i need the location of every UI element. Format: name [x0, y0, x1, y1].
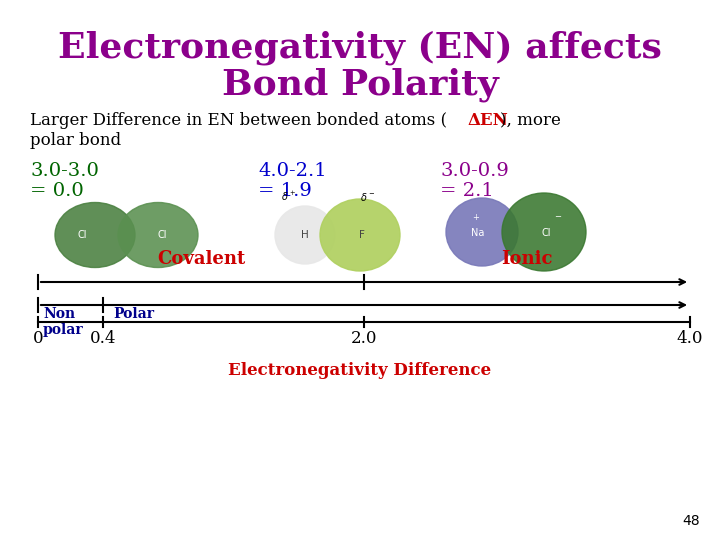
Text: Cl: Cl	[77, 230, 86, 240]
Text: H: H	[301, 230, 309, 240]
Text: 0: 0	[32, 330, 43, 347]
Ellipse shape	[118, 202, 198, 267]
Text: 48: 48	[683, 514, 700, 528]
Ellipse shape	[275, 206, 335, 264]
Text: Larger Difference in EN between bonded atoms (: Larger Difference in EN between bonded a…	[30, 112, 447, 129]
Text: 3.0-3.0: 3.0-3.0	[30, 162, 99, 180]
Text: $\delta^-$: $\delta^-$	[361, 191, 376, 203]
Text: Cl: Cl	[541, 228, 551, 238]
Text: 4.0-2.1: 4.0-2.1	[258, 162, 327, 180]
Text: Non
polar: Non polar	[43, 307, 84, 337]
Ellipse shape	[446, 198, 518, 266]
Text: = 1.9: = 1.9	[258, 182, 312, 200]
Text: $\delta^+$: $\delta^+$	[281, 190, 295, 203]
Text: Electronegativity (EN) affects: Electronegativity (EN) affects	[58, 30, 662, 65]
Text: polar bond: polar bond	[30, 132, 121, 149]
Text: 2.0: 2.0	[351, 330, 377, 347]
Text: Bond Polarity: Bond Polarity	[222, 68, 498, 103]
Text: ), more: ), more	[500, 112, 561, 129]
Text: Covalent: Covalent	[157, 250, 245, 268]
Ellipse shape	[320, 199, 400, 271]
Ellipse shape	[55, 202, 135, 267]
Text: Electronegativity Difference: Electronegativity Difference	[228, 362, 492, 379]
Text: 0.4: 0.4	[90, 330, 117, 347]
Text: Polar: Polar	[113, 307, 154, 321]
Text: 4.0: 4.0	[677, 330, 703, 347]
Text: ΔEN: ΔEN	[468, 112, 509, 129]
Text: 3.0-0.9: 3.0-0.9	[440, 162, 509, 180]
Text: F: F	[359, 230, 365, 240]
Text: +: +	[472, 213, 480, 221]
Text: = 2.1: = 2.1	[440, 182, 494, 200]
Text: Ionic: Ionic	[501, 250, 553, 268]
Text: Cl: Cl	[157, 230, 167, 240]
Ellipse shape	[502, 193, 586, 271]
Text: Na: Na	[472, 228, 485, 238]
Text: −: −	[554, 213, 562, 221]
Text: = 0.0: = 0.0	[30, 182, 84, 200]
